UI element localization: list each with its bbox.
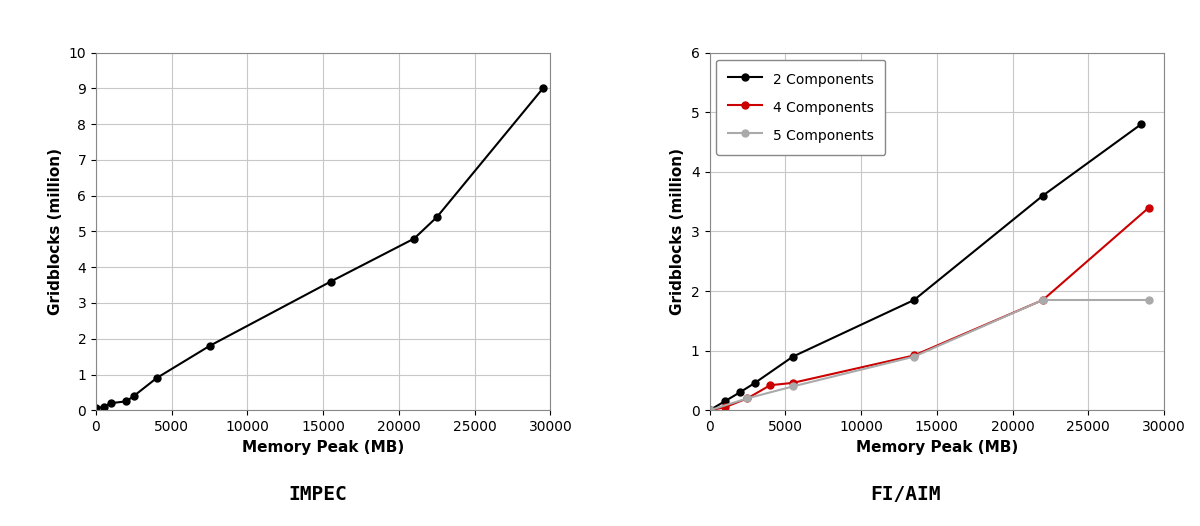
4 Components	[1036, 297, 1050, 303]
4 Components	[718, 404, 732, 410]
Text: FI/AIM: FI/AIM	[871, 485, 941, 504]
5 Components	[786, 383, 800, 390]
5 Components	[907, 353, 922, 360]
5 Components	[1141, 297, 1156, 303]
Line: 5 Components: 5 Components	[706, 297, 1152, 414]
Y-axis label: Gridblocks (million): Gridblocks (million)	[671, 148, 685, 315]
5 Components	[740, 395, 755, 401]
2 Components	[1036, 193, 1050, 199]
2 Components	[733, 389, 748, 396]
Y-axis label: Gridblocks (million): Gridblocks (million)	[48, 148, 64, 315]
4 Components	[763, 382, 778, 388]
4 Components	[786, 380, 800, 386]
2 Components	[786, 353, 800, 360]
X-axis label: Memory Peak (MB): Memory Peak (MB)	[242, 440, 404, 454]
4 Components	[702, 407, 716, 413]
Legend: 2 Components, 4 Components, 5 Components: 2 Components, 4 Components, 5 Components	[716, 59, 886, 155]
4 Components	[1141, 205, 1156, 211]
Line: 2 Components: 2 Components	[706, 120, 1145, 414]
5 Components	[702, 407, 716, 413]
2 Components	[1134, 121, 1148, 127]
2 Components	[907, 297, 922, 303]
Text: IMPEC: IMPEC	[289, 485, 347, 504]
5 Components	[1036, 297, 1050, 303]
2 Components	[748, 380, 762, 386]
Line: 4 Components: 4 Components	[706, 204, 1152, 414]
4 Components	[740, 395, 755, 401]
4 Components	[907, 352, 922, 359]
2 Components	[702, 407, 716, 413]
2 Components	[718, 398, 732, 404]
X-axis label: Memory Peak (MB): Memory Peak (MB)	[856, 440, 1018, 454]
